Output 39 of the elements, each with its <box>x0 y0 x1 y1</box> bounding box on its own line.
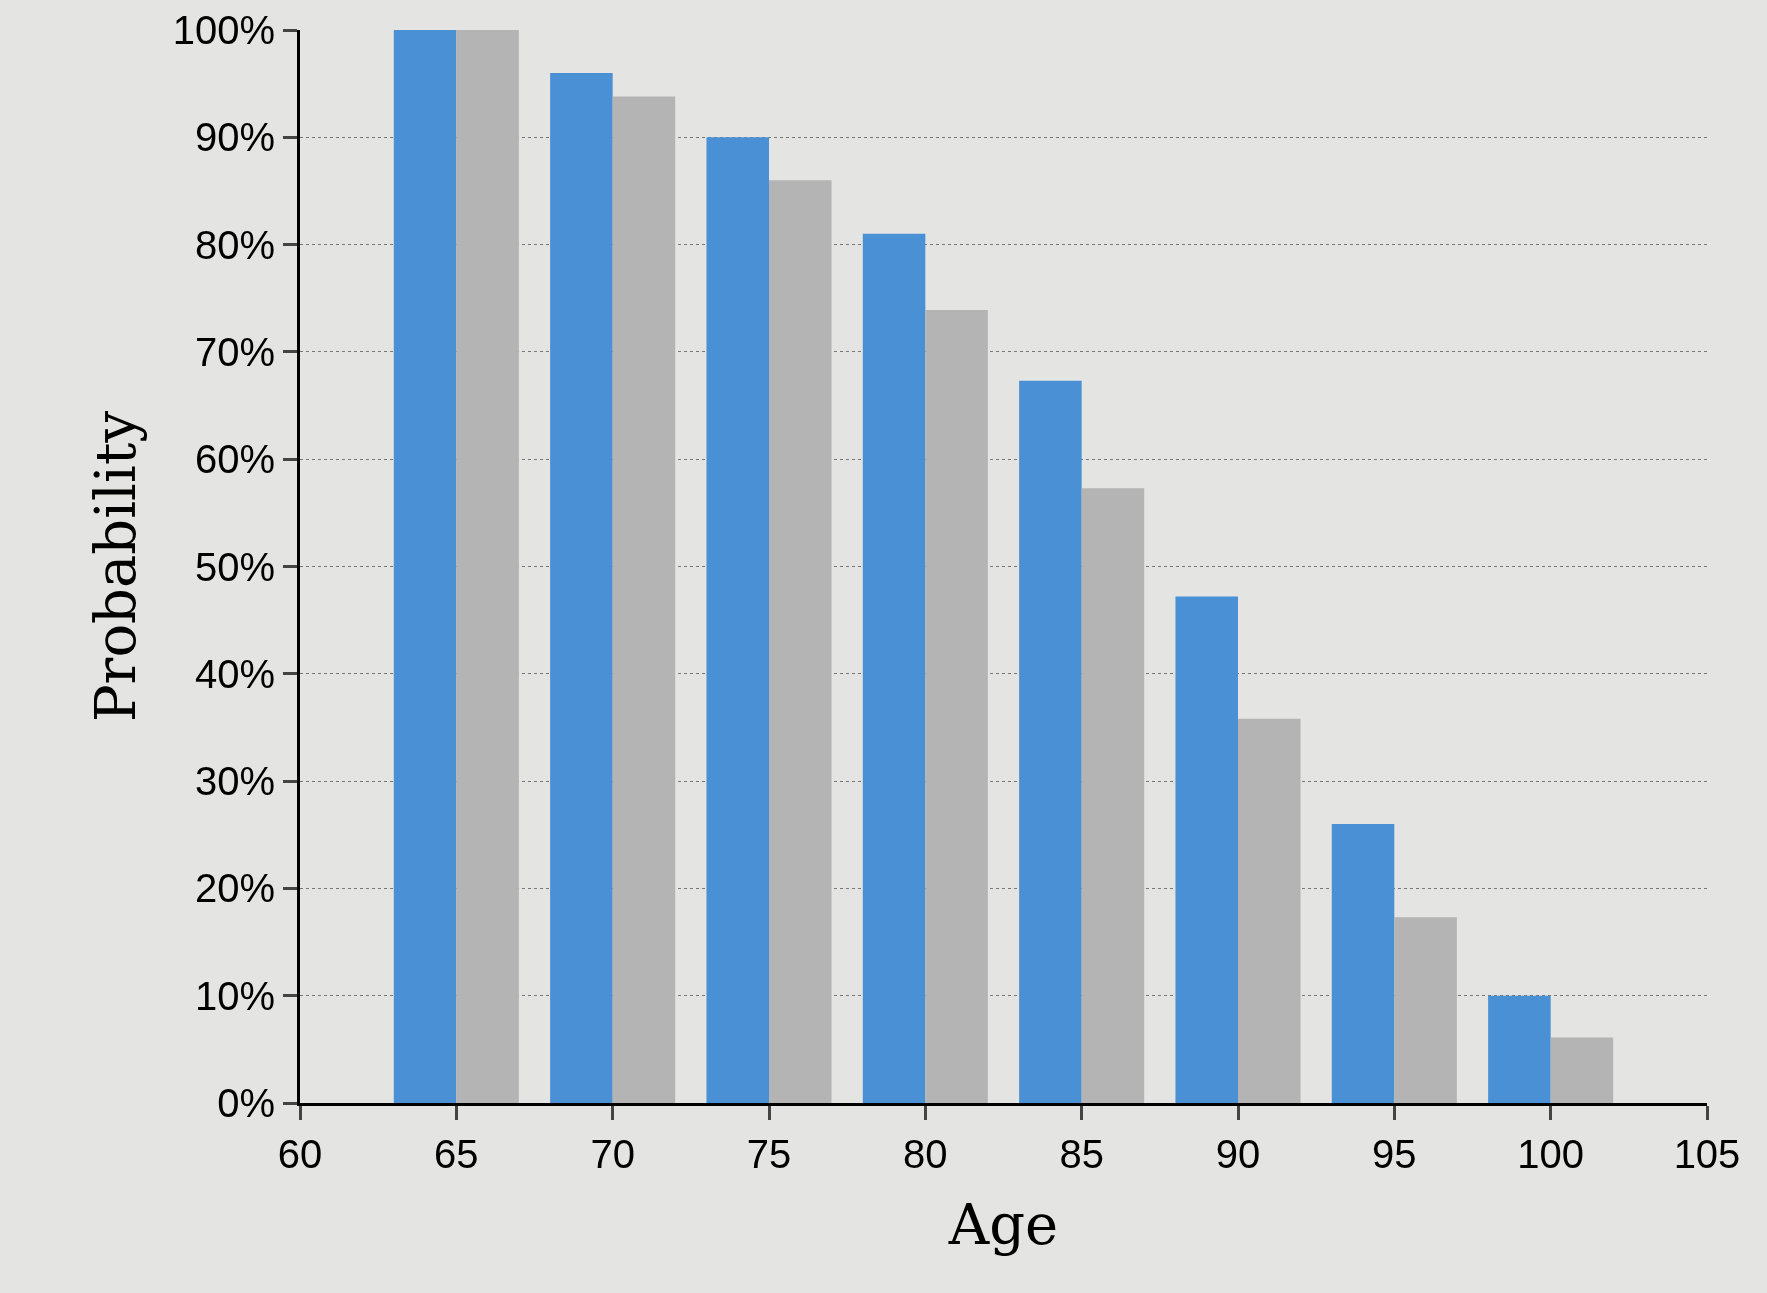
bar <box>706 137 769 1103</box>
bar <box>862 233 926 1103</box>
bar <box>550 72 613 1103</box>
bar <box>1019 380 1082 1103</box>
x-tick-label: 70 <box>590 1132 635 1176</box>
x-tick-label: 105 <box>1673 1132 1741 1176</box>
y-axis-title: Probability <box>82 410 148 723</box>
y-tick-label: 20% <box>194 866 275 911</box>
bar <box>769 180 832 1103</box>
x-tick-label: 80 <box>903 1132 948 1176</box>
bar <box>456 30 519 1103</box>
x-tick-label: 90 <box>1215 1132 1261 1176</box>
bar <box>1394 917 1457 1103</box>
x-tick-label: 100 <box>1517 1132 1585 1176</box>
bar <box>393 30 457 1103</box>
bar <box>1488 995 1551 1103</box>
x-tick-label: 95 <box>1372 1132 1417 1176</box>
y-tick-label: 100% <box>172 8 275 52</box>
y-tick-label: 40% <box>194 651 275 696</box>
x-tick-label: 85 <box>1059 1132 1104 1176</box>
bar <box>1238 718 1301 1103</box>
x-tick-label: 60 <box>277 1132 323 1176</box>
bar <box>1175 596 1238 1103</box>
y-tick-label: 80% <box>194 222 275 267</box>
y-tick-label: 0% <box>217 1081 275 1125</box>
bar <box>925 310 988 1103</box>
y-tick-label: 70% <box>194 329 275 374</box>
y-tick-label: 90% <box>194 115 275 160</box>
x-tick-label: 65 <box>434 1132 479 1176</box>
y-tick-label: 30% <box>194 759 275 804</box>
bar <box>1550 1037 1614 1103</box>
bar <box>1081 488 1145 1103</box>
x-tick-label: 75 <box>746 1132 792 1176</box>
bar <box>1331 824 1395 1103</box>
y-tick-label: 50% <box>194 544 275 589</box>
x-axis-title: Age <box>947 1191 1059 1257</box>
y-tick-label: 60% <box>194 437 275 482</box>
y-tick-label: 10% <box>194 973 275 1018</box>
bar <box>612 96 676 1103</box>
